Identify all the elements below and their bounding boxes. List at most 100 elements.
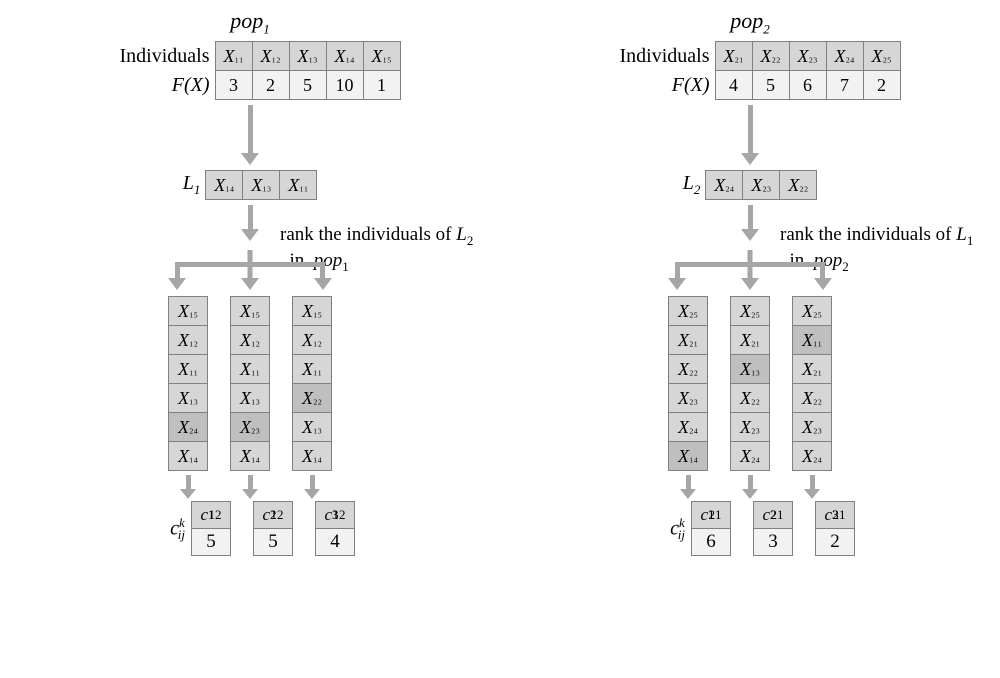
rank-cell: X₁₂ xyxy=(168,325,208,355)
c-value-cell: 5 xyxy=(191,528,231,556)
small-arrows xyxy=(168,475,332,499)
fx-row: F(X)45672 xyxy=(600,70,901,100)
c-label-cell: c221 xyxy=(753,501,793,529)
rank-cell: X₁₁ xyxy=(168,354,208,384)
c-label-cell: c212 xyxy=(253,501,293,529)
L-row: L1X₁₄X₁₃X₁₁ xyxy=(183,170,318,200)
c-label-cell: c321 xyxy=(815,501,855,529)
rank-cell: X₁₃ xyxy=(730,354,770,384)
var-cell: X₂₄ xyxy=(705,170,743,200)
rank-column: X₂₅X₁₁X₂₁X₂₂X₂₃X₂₄ xyxy=(792,296,832,471)
individuals-row: IndividualsX₁₁X₁₂X₁₃X₁₄X₁₅ xyxy=(100,41,401,71)
rank-cell: X₂₅ xyxy=(668,296,708,326)
rank-cell: X₂₂ xyxy=(292,383,332,413)
var-cell: X₂₅ xyxy=(863,41,901,71)
pop-title: pop1 xyxy=(230,8,270,37)
var-cell: X₁₁ xyxy=(279,170,317,200)
rank-column: X₁₅X₁₂X₁₁X₂₂X₁₃X₁₄ xyxy=(292,296,332,471)
c-label-cell: c121 xyxy=(691,501,731,529)
c-value-cell: 5 xyxy=(253,528,293,556)
branch-splitter xyxy=(175,250,325,294)
rank-cell: X₁₂ xyxy=(292,325,332,355)
rank-cell: X₂₂ xyxy=(792,383,832,413)
var-cell: X₂₁ xyxy=(715,41,753,71)
rank-cell: X₂₁ xyxy=(668,325,708,355)
var-cell: X₁₄ xyxy=(326,41,364,71)
L-label: L1 xyxy=(183,172,201,198)
result-pair: c321 2 xyxy=(815,501,855,556)
rank-cell: X₁₅ xyxy=(292,296,332,326)
rank-cell: X₁₃ xyxy=(230,383,270,413)
individuals-label: Individuals xyxy=(600,45,716,68)
result-pair: c112 5 xyxy=(191,501,231,556)
var-cell: X₂₃ xyxy=(789,41,827,71)
var-cell: X₁₃ xyxy=(289,41,327,71)
rank-cell: X₁₅ xyxy=(168,296,208,326)
pop-title: pop2 xyxy=(730,8,770,37)
c-label-cell: c312 xyxy=(315,501,355,529)
individuals-label: Individuals xyxy=(100,45,216,68)
rank-cell: X₁₁ xyxy=(292,354,332,384)
var-cell: X₂₄ xyxy=(826,41,864,71)
ck-label: ckij xyxy=(145,515,185,544)
rank-cell: X₂₄ xyxy=(168,412,208,442)
branch-splitter xyxy=(675,250,825,294)
rank-cell: X₂₄ xyxy=(792,441,832,471)
rank-cell: X₂₄ xyxy=(668,412,708,442)
rank-cell: X₁₄ xyxy=(168,441,208,471)
value-cell: 7 xyxy=(826,70,864,100)
rank-cell: X₁₃ xyxy=(168,383,208,413)
rank-cell: X₂₃ xyxy=(730,412,770,442)
result-pair: c121 6 xyxy=(691,501,731,556)
value-cell: 2 xyxy=(863,70,901,100)
var-cell: X₁₂ xyxy=(252,41,290,71)
rank-cell: X₂₂ xyxy=(730,383,770,413)
rank-cell: X₁₅ xyxy=(230,296,270,326)
individuals-row: IndividualsX₂₁X₂₂X₂₃X₂₄X₂₅ xyxy=(600,41,901,71)
rank-cell: X₂₅ xyxy=(792,296,832,326)
var-cell: X₁₄ xyxy=(205,170,243,200)
rank-cell: X₁₄ xyxy=(292,441,332,471)
value-cell: 2 xyxy=(252,70,290,100)
small-arrows xyxy=(668,475,832,499)
var-cell: X₁₁ xyxy=(215,41,253,71)
rank-cell: X₁₄ xyxy=(230,441,270,471)
var-cell: X₂₃ xyxy=(742,170,780,200)
fx-row: F(X)325101 xyxy=(100,70,401,100)
rank-cell: X₁₁ xyxy=(230,354,270,384)
value-cell: 1 xyxy=(363,70,401,100)
rank-cell: X₂₃ xyxy=(792,412,832,442)
c-value-cell: 6 xyxy=(691,528,731,556)
arrow-down xyxy=(241,105,259,165)
rank-cell: X₁₁ xyxy=(792,325,832,355)
var-cell: X₂₂ xyxy=(779,170,817,200)
result-pair: c312 4 xyxy=(315,501,355,556)
value-cell: 4 xyxy=(715,70,753,100)
rank-cell: X₂₃ xyxy=(668,383,708,413)
result-pair: c221 3 xyxy=(753,501,793,556)
c-value-cell: 2 xyxy=(815,528,855,556)
value-cell: 5 xyxy=(289,70,327,100)
c-value-cell: 3 xyxy=(753,528,793,556)
result-row: ckij c121 6 c221 3 c321 2 xyxy=(645,501,855,556)
rank-column: X₂₅X₂₁X₁₃X₂₂X₂₃X₂₄ xyxy=(730,296,770,471)
fx-label: F(X) xyxy=(600,74,716,97)
L-label: L2 xyxy=(683,172,701,198)
rank-cell: X₂₄ xyxy=(730,441,770,471)
value-cell: 6 xyxy=(789,70,827,100)
rank-cell: X₂₃ xyxy=(230,412,270,442)
rank-cell: X₂₅ xyxy=(730,296,770,326)
rank-column: X₁₅X₁₂X₁₁X₁₃X₂₄X₁₄ xyxy=(168,296,208,471)
rank-cell: X₁₄ xyxy=(668,441,708,471)
rank-cell: X₂₁ xyxy=(792,354,832,384)
value-cell: 10 xyxy=(326,70,364,100)
result-pair: c212 5 xyxy=(253,501,293,556)
rank-cell: X₂₁ xyxy=(730,325,770,355)
fx-label: F(X) xyxy=(100,74,216,97)
diagram-root: pop1 IndividualsX₁₁X₁₂X₁₃X₁₄X₁₅ F(X)3251… xyxy=(0,0,1000,556)
arrow-down xyxy=(741,205,759,241)
arrow-down xyxy=(741,105,759,165)
rank-cell: X₁₂ xyxy=(230,325,270,355)
var-cell: X₁₃ xyxy=(242,170,280,200)
rank-cell: X₁₃ xyxy=(292,412,332,442)
